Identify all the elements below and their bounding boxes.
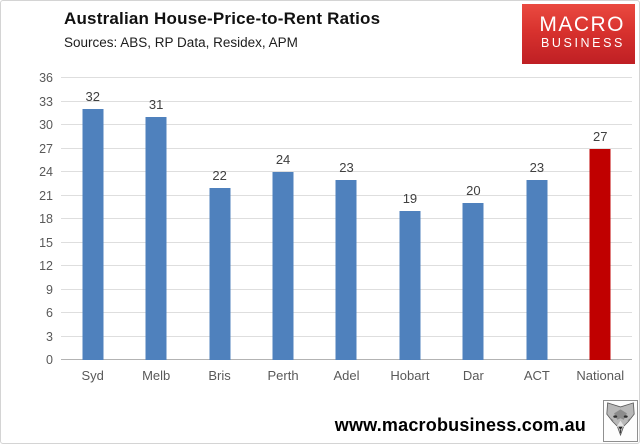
gridline — [61, 171, 632, 172]
bar-act — [526, 179, 548, 360]
bar-value-label: 27 — [593, 128, 608, 144]
chart-subtitle: Sources: ABS, RP Data, Residex, APM — [64, 35, 298, 50]
bar-value-label: 23 — [339, 159, 354, 175]
gridline — [61, 124, 632, 125]
bar-cell: 32 — [61, 78, 124, 360]
bar-hobart — [399, 211, 421, 360]
y-tick-label: 3 — [46, 329, 53, 344]
y-tick-label: 9 — [46, 282, 53, 297]
y-tick-label: 0 — [46, 353, 53, 367]
x-tick-label-national: National — [576, 368, 625, 383]
bar-dar — [462, 203, 484, 360]
macrobusiness-logo: MACRO BUSINESS — [522, 4, 635, 64]
bar-adel — [335, 179, 357, 360]
gridline — [61, 100, 632, 102]
y-tick-label: 30 — [39, 118, 53, 132]
y-tick-label: 24 — [39, 165, 53, 179]
x-tick-label-hobart: Hobart — [390, 368, 430, 383]
bar-value-label: 19 — [402, 191, 418, 207]
y-tick-label: 36 — [39, 71, 53, 85]
bar-cell: 23 — [315, 78, 378, 360]
x-tick-label-perth: Perth — [267, 368, 299, 383]
bar-melb — [145, 117, 167, 360]
bar-cell: 20 — [442, 78, 505, 360]
bar-perth — [272, 172, 294, 360]
bar-cell: 23 — [505, 78, 568, 360]
x-tick-label-melb: Melb — [142, 368, 171, 383]
bar-cell: 19 — [378, 78, 441, 360]
website-url: www.macrobusiness.com.au — [334, 415, 586, 435]
y-axis: 0 3 6 9 12 15 18 21 24 27 30 33 36 — [1, 71, 53, 367]
chart-title: Australian House-Price-to-Rent Ratios — [64, 9, 381, 28]
gridline — [61, 77, 632, 78]
bar-bris — [209, 187, 231, 360]
bar-value-label: 22 — [212, 167, 227, 183]
bar-cell: 27 — [569, 78, 632, 360]
y-tick-label: 33 — [39, 94, 53, 109]
bar-cell: 24 — [251, 78, 314, 360]
y-tick-label: 15 — [39, 235, 53, 250]
gridline — [61, 147, 632, 149]
x-axis: Syd Melb Bris Perth Adel Hobart Dar ACT National — [61, 368, 632, 384]
bar-value-label: 32 — [85, 89, 100, 105]
bar-value-label: 20 — [466, 183, 481, 199]
bar-value-label: 24 — [275, 152, 291, 167]
x-tick-label-bris: Bris — [208, 368, 231, 383]
bar-cell: 22 — [188, 78, 251, 360]
x-tick-label-act: ACT — [523, 368, 550, 383]
bar-value-label: 31 — [148, 97, 164, 113]
bar-cell: 31 — [124, 78, 187, 360]
x-tick-label-syd: Syd — [81, 368, 104, 383]
y-tick-label: 18 — [39, 212, 53, 226]
bar-national — [589, 148, 611, 360]
x-tick-label-dar: Dar — [462, 368, 484, 383]
y-tick-label: 21 — [39, 188, 53, 203]
y-tick-label: 6 — [46, 306, 53, 320]
plot-area: 32 31 22 24 23 19 20 23 27 — [61, 77, 632, 360]
y-tick-label: 12 — [39, 259, 53, 273]
logo-line-macro: MACRO — [539, 13, 625, 36]
y-tick-label: 27 — [39, 141, 53, 156]
logo-line-business: BUSINESS — [540, 36, 625, 50]
wolf-logo-box — [603, 400, 638, 442]
bar-syd — [82, 109, 104, 360]
wolf-icon — [606, 401, 635, 442]
x-tick-label-adel: Adel — [333, 368, 360, 383]
bar-value-label: 23 — [529, 159, 545, 175]
